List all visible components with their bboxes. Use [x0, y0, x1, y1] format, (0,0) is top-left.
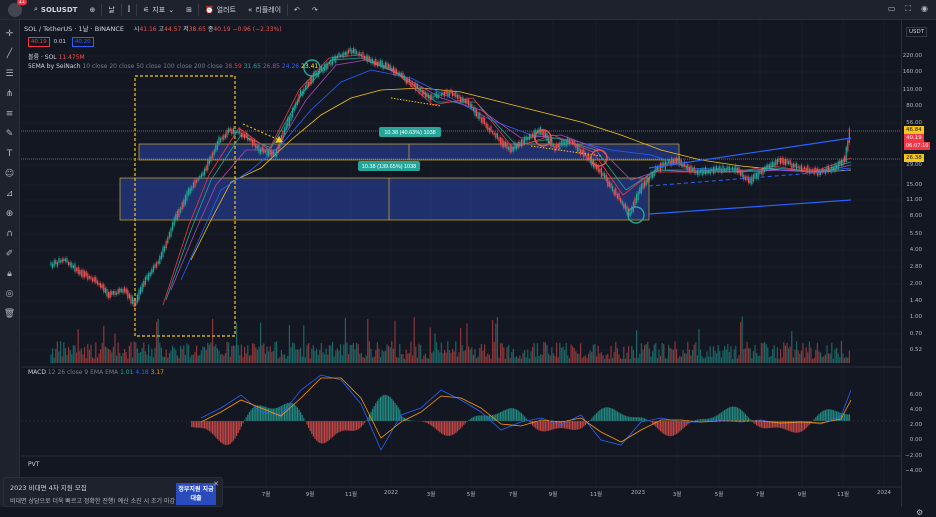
- lock-icon[interactable]: 🔒︎: [3, 267, 17, 281]
- close-icon[interactable]: ✕: [213, 480, 219, 488]
- alarm-icon: ⏰: [205, 6, 214, 14]
- ruler-icon[interactable]: ⊿: [3, 187, 17, 201]
- magnet-icon[interactable]: ∩: [3, 227, 17, 241]
- trendline-icon[interactable]: ╱: [3, 47, 17, 61]
- top-toolbar: 11 ⌕SOLUSDT ⊕ 날 ⫿ ⚟지표⌄ ⊞ ⏰얼러트 «리플레이 ↶ ↷ …: [0, 0, 936, 20]
- horizontal-lines-icon[interactable]: ☰: [3, 67, 17, 81]
- trendline-lower[interactable]: [649, 200, 851, 214]
- chevron-down-icon: ⌄: [168, 6, 174, 14]
- chart-type-button[interactable]: ⫿: [122, 0, 136, 20]
- macd-histogram: [191, 395, 850, 445]
- rewind-icon: «: [248, 6, 252, 14]
- pitchfork-icon[interactable]: ⋔: [3, 87, 17, 101]
- symbol-line: SOL / TetherUS · 1날 · BINANCE: [24, 25, 124, 33]
- spread: 0.01: [54, 39, 66, 45]
- price-tag-high: 46.84: [904, 126, 924, 134]
- ema-100-line: [181, 70, 851, 280]
- redo-button[interactable]: ↷: [306, 0, 324, 20]
- redo-icon: ↷: [312, 6, 318, 14]
- lock-drawing-icon[interactable]: ✐: [3, 247, 17, 261]
- layout-icon[interactable]: ▭: [888, 4, 896, 14]
- measure-label-lower: 10.38 (139.65%) 1038: [362, 164, 416, 170]
- fullscreen-icon[interactable]: ⛶: [905, 4, 911, 14]
- settings-icon[interactable]: ⚙: [916, 508, 923, 517]
- fib-icon[interactable]: ≡: [3, 107, 17, 121]
- drawing-toolbar: ✛ ╱ ☰ ⋔ ≡ ✎ T ☺ ⊿ ⊕ ∩ ✐ 🔒︎ ◎ 🗑︎: [0, 20, 20, 507]
- camera-icon[interactable]: ◉: [921, 4, 928, 14]
- price-tag-low: 26.38: [904, 154, 924, 162]
- alert-button[interactable]: ⏰얼러트: [199, 0, 242, 20]
- volume-bars: [50, 316, 850, 363]
- symbol-search[interactable]: ⌕SOLUSDT: [28, 0, 83, 20]
- notification-badge: 11: [17, 0, 27, 5]
- ad-image[interactable]: 정부지원 지금대출: [176, 483, 216, 505]
- crosshair-icon[interactable]: ✛: [3, 27, 17, 41]
- ad-body: 비대면 상담으로 더욱 빠르고 정확한 진행! 예산 소진 시 조기 마감: [10, 496, 175, 505]
- undo-button[interactable]: ↶: [288, 0, 306, 20]
- plus-icon: ⊕: [89, 6, 95, 14]
- volume-legend: 볼륨 · SOL 11.475M: [28, 52, 85, 61]
- pvt-legend: PVT: [28, 461, 39, 468]
- price-axis[interactable]: USDT 220.00 160.00 110.00 80.00 56.00 29…: [901, 20, 936, 507]
- currency-selector[interactable]: USDT: [906, 27, 927, 37]
- compare-button[interactable]: ⊕: [83, 0, 101, 20]
- ad-banner[interactable]: 2023 비대면 4차 지원 모집 비대면 상담으로 더욱 빠르고 정확한 진행…: [3, 477, 223, 507]
- brush-icon[interactable]: ✎: [3, 127, 17, 141]
- emoji-icon[interactable]: ☺: [3, 167, 17, 181]
- measure-label-upper: 10.38 (40.63%) 1038: [384, 130, 435, 136]
- ask-button[interactable]: 40.20: [72, 37, 94, 47]
- undo-icon: ↶: [294, 6, 300, 14]
- ema-50-line: [171, 60, 851, 290]
- eye-icon[interactable]: ◎: [3, 287, 17, 301]
- trash-icon[interactable]: 🗑︎: [3, 307, 17, 321]
- search-icon: ⌕: [34, 5, 38, 14]
- interval-button[interactable]: 날: [102, 0, 120, 20]
- symbol-name: SOLUSDT: [41, 6, 78, 14]
- text-icon[interactable]: T: [3, 147, 17, 161]
- ema-legend: 5EMA by SeiNach 10 close 20 close 50 clo…: [28, 63, 318, 70]
- candles-icon: ⫿: [128, 5, 130, 14]
- symbol-legend: SOL / TetherUS · 1날 · BINANCE 시41.16 고44…: [24, 23, 282, 33]
- grid-icon: ⊞: [186, 6, 192, 14]
- bid-button[interactable]: 40.19: [28, 37, 50, 47]
- zoom-icon[interactable]: ⊕: [3, 207, 17, 221]
- price-chart[interactable]: 10.38 (40.63%) 1038 10.38 (139.65%) 1038: [21, 20, 901, 507]
- indicators-icon: ⚟: [143, 6, 149, 14]
- indicators-button[interactable]: ⚟지표⌄: [137, 0, 180, 20]
- replay-button[interactable]: «리플레이: [242, 0, 287, 20]
- price-tag-countdown: 06:07:10: [904, 142, 930, 150]
- templates-button[interactable]: ⊞: [180, 0, 198, 20]
- grid: [21, 20, 901, 487]
- candlestick-series: [50, 46, 850, 309]
- macd-legend: MACD 12 26 close 9 EMA EMA 1.01 4.18 3.1…: [28, 369, 164, 376]
- bid-ask: 40.19 0.01 40.20: [28, 37, 96, 47]
- price-tag-last: 40.19: [904, 134, 924, 142]
- avatar[interactable]: 11: [8, 3, 22, 17]
